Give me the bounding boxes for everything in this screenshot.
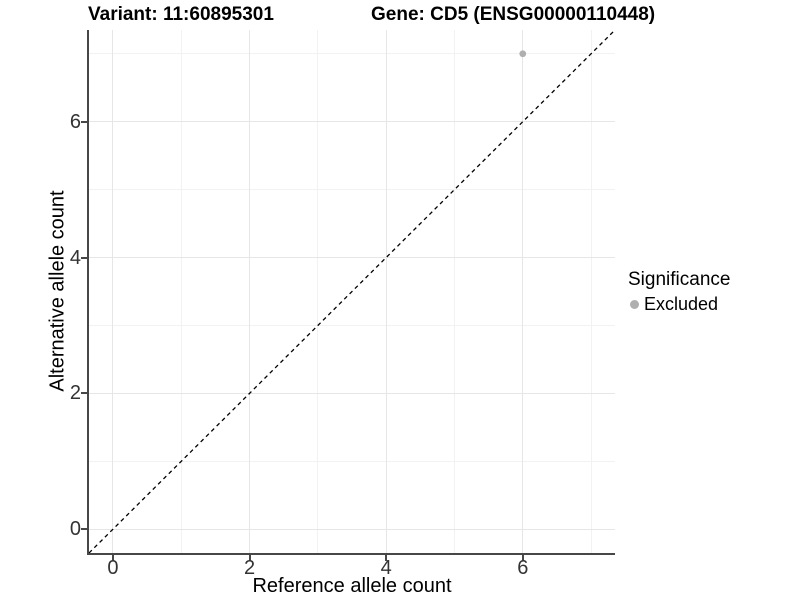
x-tick-mark	[248, 555, 251, 561]
major-gridline-h	[89, 392, 615, 394]
minor-gridline-h	[89, 53, 615, 55]
y-tick-label: 2	[69, 382, 81, 405]
major-gridline-v	[522, 30, 524, 553]
y-axis-line	[87, 30, 89, 555]
excluded-point-icon	[630, 299, 639, 309]
x-tick-mark	[111, 555, 114, 561]
y-tick-label: 6	[69, 110, 81, 133]
y-axis-title: Alternative allele count	[46, 190, 69, 392]
legend: Significance Excluded	[628, 268, 730, 315]
x-axis-title: Reference allele count	[252, 575, 452, 597]
x-tick-mark	[385, 555, 388, 561]
y-tick-mark	[81, 256, 87, 259]
minor-gridline-h	[89, 189, 615, 191]
x-tick-mark	[521, 555, 524, 561]
gene-title: Gene: CD5 (ENSG00000110448)	[371, 4, 656, 25]
y-tick-label: 4	[69, 246, 81, 269]
legend-title: Significance	[628, 269, 731, 290]
legend-entry-excluded: Excluded	[630, 293, 730, 315]
x-tick-label: 4	[380, 557, 392, 579]
y-tick-mark	[81, 120, 87, 123]
data-point	[519, 50, 527, 58]
legend-entry-label: Excluded	[644, 294, 719, 314]
variant-title: Variant: 11:60895301	[88, 4, 274, 25]
minor-gridline-h	[89, 460, 615, 462]
minor-gridline-v	[453, 30, 455, 553]
plot-panel	[89, 30, 615, 553]
x-tick-label: 6	[517, 557, 529, 579]
minor-gridline-v	[317, 30, 319, 553]
major-gridline-v	[385, 30, 387, 553]
x-tick-label: 0	[107, 557, 119, 579]
major-gridline-h	[89, 257, 615, 259]
y-tick-mark	[81, 392, 87, 395]
y-tick-mark	[81, 528, 87, 531]
major-gridline-v	[249, 30, 251, 553]
major-gridline-h	[89, 121, 615, 123]
minor-gridline-v	[590, 30, 592, 553]
plot-canvas	[89, 30, 615, 553]
minor-gridline-v	[180, 30, 182, 553]
major-gridline-h	[89, 528, 615, 530]
x-tick-label: 2	[243, 557, 256, 579]
minor-gridline-h	[89, 324, 615, 326]
y-tick-label: 0	[69, 518, 81, 541]
major-gridline-v	[112, 30, 114, 553]
x-axis-line	[87, 553, 615, 555]
identity-dashed-line	[89, 30, 615, 553]
